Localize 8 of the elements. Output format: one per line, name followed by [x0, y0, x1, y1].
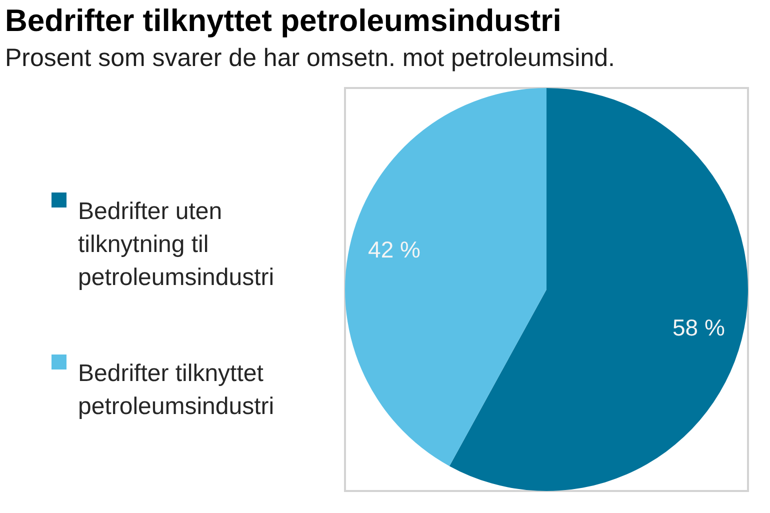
data-label: 58 %	[672, 314, 725, 341]
pie-slice	[449, 88, 748, 491]
pie-slice	[345, 88, 546, 466]
data-label: 42 %	[368, 236, 420, 262]
chart-title: Bedrifter tilknyttet petroleumsindustri	[5, 3, 562, 38]
legend-label: Bedrifter tilknyttet petroleumsindustri	[78, 360, 274, 420]
chart-subtitle: Prosent som svarer de har omsetn. mot petroleumsind.	[5, 44, 615, 72]
legend-label: Bedrifter uten tilknytning til petroleumsindustri	[78, 198, 274, 291]
